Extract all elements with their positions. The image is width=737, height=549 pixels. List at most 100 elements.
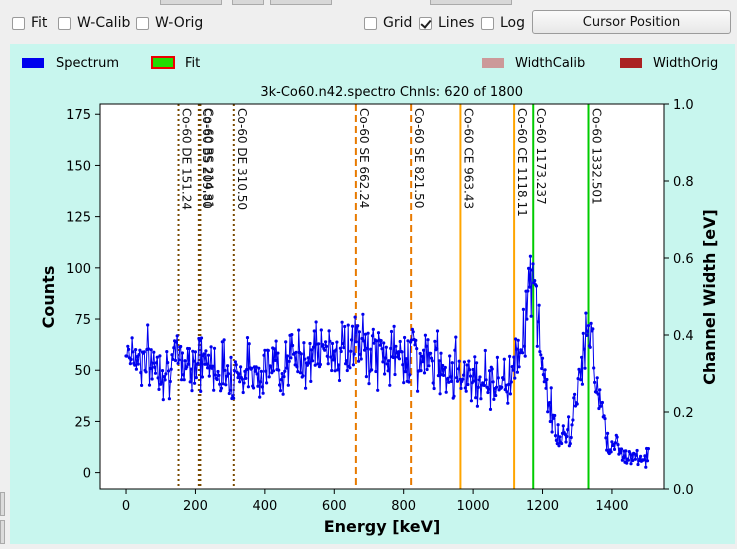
fit-checkbox[interactable]: Fit: [12, 14, 47, 32]
spectrum-point: [441, 363, 445, 368]
spectrum-point: [442, 373, 446, 377]
legend-spectrum-swatch: [22, 58, 44, 68]
spectrum-point: [624, 449, 628, 453]
spectrum-point: [546, 410, 550, 414]
wcalib-checkbox[interactable]: W-Calib: [58, 14, 130, 32]
energy-line-label-6: Co-60 CE 963.43: [461, 108, 475, 209]
spectrum-point: [185, 365, 189, 369]
spectrum-point: [625, 461, 629, 465]
spectrum-point: [446, 376, 450, 380]
spectrum-point: [153, 371, 158, 375]
wcalib-checkbox-box[interactable]: [58, 16, 71, 30]
spectrum-point: [525, 317, 529, 321]
spectrum-point: [396, 350, 401, 354]
y-tick-label: 25: [74, 415, 91, 430]
spectrum-point: [274, 339, 278, 343]
spectrum-point: [162, 375, 166, 379]
grid-checkbox-box[interactable]: [364, 16, 377, 30]
spectrum-point: [259, 369, 263, 373]
spectrum-point: [487, 387, 491, 391]
spectrum-point: [606, 431, 610, 435]
spectrum-point: [151, 361, 155, 365]
spectrum-point: [435, 329, 440, 333]
spectrum-point: [237, 372, 241, 376]
plot-area[interactable]: [100, 104, 664, 489]
log-checkbox[interactable]: Log: [481, 14, 525, 32]
spectrum-point: [636, 462, 640, 467]
spectrum-point: [227, 391, 231, 396]
spectrum-point: [404, 357, 408, 361]
spectrum-point: [561, 424, 565, 428]
y-tick-label: 100: [66, 262, 91, 277]
spectrum-point: [603, 417, 607, 421]
energy-line-label-4: Co-60 SE 662.24: [357, 108, 371, 208]
spectrum-point: [613, 441, 618, 445]
spectrum-point: [153, 365, 157, 369]
spectrum-point: [448, 354, 452, 358]
log-checkbox-box[interactable]: [481, 16, 494, 30]
spectrum-point: [334, 348, 338, 352]
spectrum-point: [211, 364, 215, 368]
spectrum-point: [172, 346, 176, 350]
spectrum-point: [503, 388, 507, 392]
spectrum-point: [187, 347, 191, 351]
spectrum-point: [468, 374, 473, 378]
spectrum-point: [302, 341, 306, 345]
spectrum-point: [138, 348, 142, 352]
legend-widthorig-swatch: [620, 58, 642, 68]
spectrum-point: [316, 362, 320, 366]
spectrum-point: [491, 380, 495, 384]
spectrum-point: [164, 372, 168, 376]
spectrum-point: [298, 371, 302, 375]
spectrum-point: [482, 383, 486, 387]
energy-line-label-0: Co-60 DE 151.24: [180, 108, 194, 210]
spectrum-point: [464, 389, 468, 393]
spectrum-point: [543, 368, 547, 372]
worig-checkbox-box[interactable]: [136, 16, 149, 30]
spectrum-point: [269, 365, 273, 369]
spectrum-point: [245, 367, 249, 372]
grid-checkbox[interactable]: Grid: [364, 14, 412, 32]
spectrum-point: [346, 323, 350, 327]
lines-checkbox-box[interactable]: [419, 16, 432, 30]
wcalib-checkbox-label: W-Calib: [77, 15, 131, 31]
spectrum-point: [582, 347, 586, 351]
spectrum-point: [462, 373, 466, 377]
spectrum-point: [181, 373, 185, 377]
spectrum-point: [465, 363, 469, 367]
spectrum-point: [461, 377, 465, 381]
spectrum-point: [370, 368, 374, 372]
lines-checkbox[interactable]: Lines: [419, 14, 474, 32]
spectrum-point: [610, 440, 614, 444]
spectrum-point: [495, 355, 499, 359]
spectrum-point: [329, 355, 333, 359]
energy-line-label-9: Co-60 1332.501: [590, 108, 604, 205]
spectrum-point: [356, 324, 360, 328]
spectrum-point: [388, 383, 392, 387]
spectrum-point: [362, 339, 366, 343]
toolbar-stub: [232, 0, 264, 5]
spectrum-point: [290, 333, 294, 337]
spectrum-point: [289, 356, 293, 360]
spectrum-point: [247, 342, 251, 346]
fit-checkbox-box[interactable]: [12, 16, 25, 30]
spectrum-chart[interactable]: Spectrum Fit WidthCalib WidthOrig 3k-Co6…: [10, 44, 735, 544]
legend-fit-swatch: [151, 56, 175, 69]
spectrum-point: [548, 419, 552, 424]
spectrum-point: [213, 373, 217, 377]
spectrum-point: [256, 384, 260, 388]
spectrum-point: [281, 392, 285, 396]
y2-axis-label: Channel Width [eV]: [700, 209, 719, 385]
cursor-position-button[interactable]: Cursor Position: [532, 10, 731, 34]
spectrum-point: [175, 334, 179, 338]
spectrum-point: [411, 330, 415, 334]
worig-checkbox[interactable]: W-Orig: [136, 14, 203, 32]
spectrum-point: [285, 366, 289, 370]
spectrum-point: [165, 350, 169, 354]
spectrum-point: [435, 347, 439, 351]
spectrum-point: [558, 435, 562, 439]
spectrum-point: [631, 458, 635, 463]
x-tick-label: 1200: [526, 499, 559, 514]
spectrum-point: [372, 341, 376, 345]
spectrum-point: [471, 367, 475, 372]
